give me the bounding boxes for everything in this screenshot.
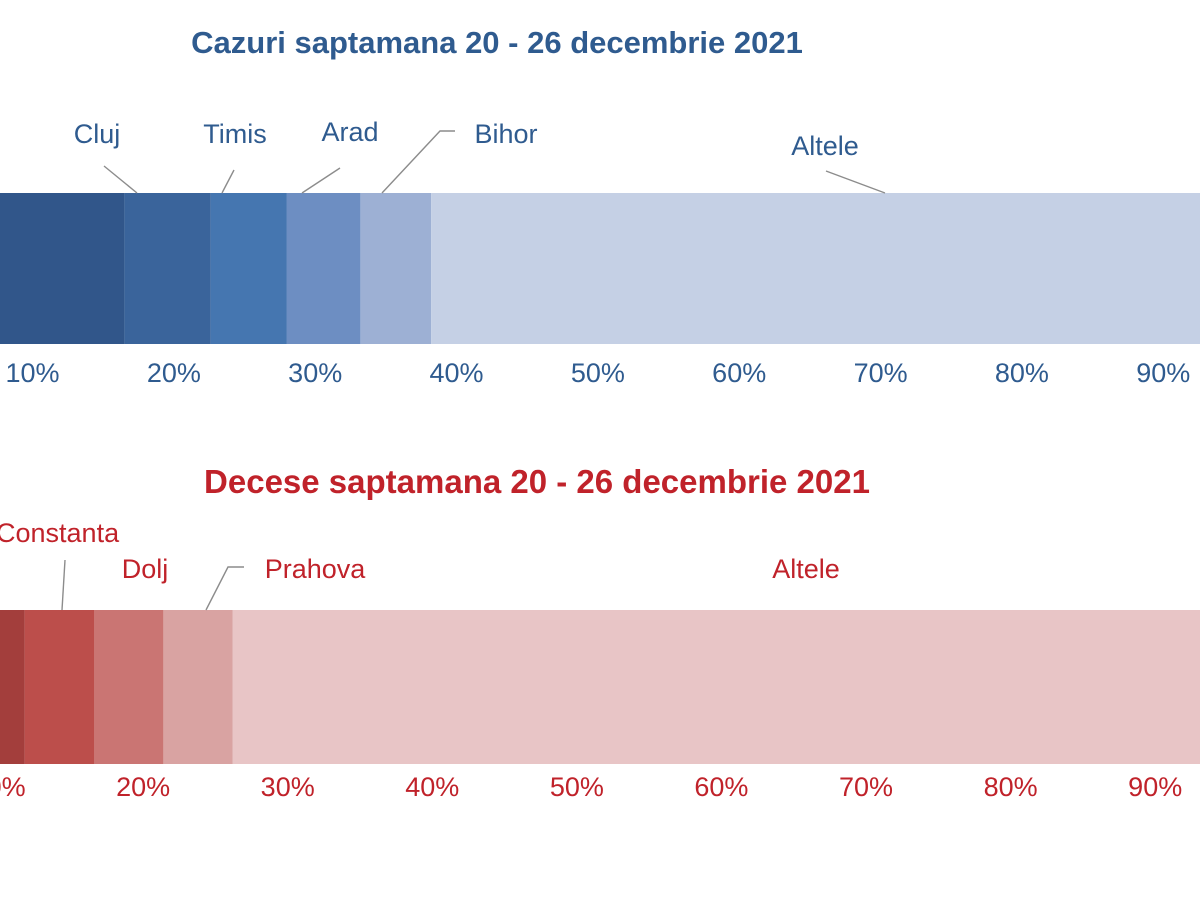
deaths-bar xyxy=(0,610,1200,764)
leader-line-constanta xyxy=(61,559,66,611)
cases-segment-timis xyxy=(210,193,287,344)
deaths-x-tick-label: 90% xyxy=(1128,772,1182,802)
cases-segment-labels: Cluj Timis Arad Bihor Altele xyxy=(74,117,859,161)
deaths-x-tick-label: 30% xyxy=(261,772,315,802)
cases-x-tick-label: 70% xyxy=(854,358,908,388)
deaths-segment-altele xyxy=(232,610,1200,764)
segment-label-timis: Timis xyxy=(203,119,266,149)
deaths-x-tick-label: 80% xyxy=(984,772,1038,802)
deaths-chart-title: Decese saptamana 20 - 26 decembrie 2021 xyxy=(204,463,870,500)
segment-label-constanta: Constanta xyxy=(0,518,120,548)
segment-label-bihor: Bihor xyxy=(474,119,537,149)
cases-segment-bihor xyxy=(360,193,432,344)
segment-label-arad: Arad xyxy=(321,117,378,147)
deaths-leader-lines xyxy=(61,559,244,611)
cases-chart: Cazuri saptamana 20 - 26 decembrie 2021 … xyxy=(0,25,1200,388)
deaths-segment-labels: Constanta Dolj Prahova Altele xyxy=(0,518,840,584)
leader-line-altele-cases xyxy=(825,170,886,194)
cases-x-tick-label: 60% xyxy=(712,358,766,388)
segment-label-altele-cases: Altele xyxy=(791,131,859,161)
cases-x-tick-label: 30% xyxy=(288,358,342,388)
cases-bar xyxy=(0,193,1200,344)
leader-line-timis xyxy=(221,169,235,194)
cases-segment-arad xyxy=(286,193,361,344)
cases-x-tick-label: 40% xyxy=(429,358,483,388)
deaths-segment-dolj xyxy=(94,610,164,764)
leader-line-bihor xyxy=(381,130,455,194)
cases-x-tick-label: 80% xyxy=(995,358,1049,388)
deaths-x-tick-label: 70% xyxy=(839,772,893,802)
deaths-x-tick-label: 40% xyxy=(405,772,459,802)
cases-x-tick-label: 90% xyxy=(1136,358,1190,388)
deaths-segment-bucuresti xyxy=(0,610,25,764)
segment-label-cluj: Cluj xyxy=(74,119,121,149)
deaths-x-tick-label: 20% xyxy=(116,772,170,802)
segment-label-dolj: Dolj xyxy=(122,554,169,584)
cases-x-tick-labels: 10% 20% 30% 40% 50% 60% 70% 80% 90% xyxy=(5,358,1190,388)
cases-segment-bucuresti xyxy=(0,193,125,344)
deaths-x-tick-label: 50% xyxy=(550,772,604,802)
deaths-x-tick-labels: 10% 20% 30% 40% 50% 60% 70% 80% 90% xyxy=(0,772,1182,802)
cases-leader-lines xyxy=(103,130,886,194)
deaths-chart: Decese saptamana 20 - 26 decembrie 2021 … xyxy=(0,463,1200,802)
leader-line-cluj xyxy=(103,165,138,194)
deaths-x-tick-label: 60% xyxy=(694,772,748,802)
leader-line-prahova xyxy=(205,566,244,611)
deaths-x-tick-label: 10% xyxy=(0,772,26,802)
leader-line-arad xyxy=(301,167,341,194)
cases-x-tick-label: 50% xyxy=(571,358,625,388)
cases-segment-cluj xyxy=(124,193,211,344)
cases-segment-altele xyxy=(431,193,1200,344)
cases-x-tick-label: 10% xyxy=(5,358,59,388)
deaths-segment-constanta xyxy=(24,610,95,764)
segment-label-prahova: Prahova xyxy=(265,554,367,584)
segment-label-altele-deaths: Altele xyxy=(772,554,840,584)
cases-chart-title: Cazuri saptamana 20 - 26 decembrie 2021 xyxy=(191,25,803,60)
deaths-segment-prahova xyxy=(163,610,233,764)
cases-x-tick-label: 20% xyxy=(147,358,201,388)
